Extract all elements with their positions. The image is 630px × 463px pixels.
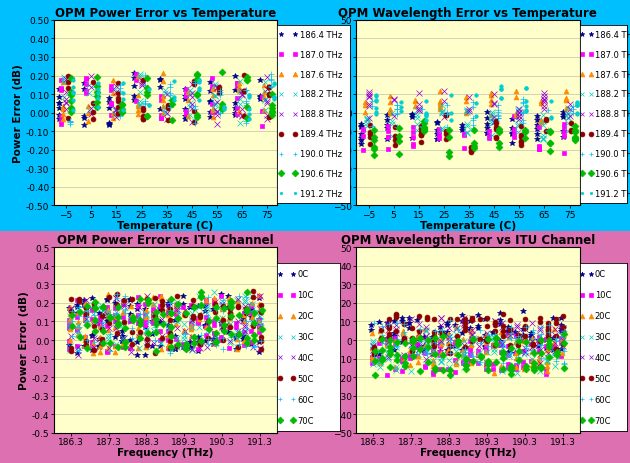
Text: 188.8 THz: 188.8 THz [595,110,630,119]
Text: 20C: 20C [297,312,314,320]
X-axis label: Temperature (C): Temperature (C) [117,220,214,231]
Text: 187.6 THz: 187.6 THz [301,70,343,80]
Text: 60C: 60C [595,395,611,404]
Text: 60C: 60C [297,395,314,404]
Text: 187.0 THz: 187.0 THz [301,50,343,60]
Text: 188.8 THz: 188.8 THz [301,110,343,119]
Text: 187.0 THz: 187.0 THz [595,50,630,60]
Text: 30C: 30C [297,332,314,341]
Text: 189.4 THz: 189.4 THz [301,130,343,139]
Text: 188.2 THz: 188.2 THz [595,90,630,99]
Text: 70C: 70C [297,416,314,425]
X-axis label: Temperature (C): Temperature (C) [420,220,516,231]
X-axis label: Frequency (THz): Frequency (THz) [117,447,214,457]
Text: 40C: 40C [595,353,611,362]
Title: OPM Power Error vs Temperature: OPM Power Error vs Temperature [55,6,276,19]
Text: 190.6 THz: 190.6 THz [595,169,630,179]
Text: 191.2 THz: 191.2 THz [595,189,630,198]
Text: 50C: 50C [595,374,611,383]
Text: 189.4 THz: 189.4 THz [595,130,630,139]
Text: 190.0 THz: 190.0 THz [595,150,630,159]
Text: 20C: 20C [595,312,611,320]
Y-axis label: Wavelength Error (pm): Wavelength Error (pm) [320,273,330,407]
Text: 186.4 THz: 186.4 THz [301,31,343,40]
Text: 30C: 30C [595,332,611,341]
Y-axis label: Power Error (dB): Power Error (dB) [19,291,29,389]
Title: OPM Wavelength Error vs ITU Channel: OPM Wavelength Error vs ITU Channel [341,233,595,246]
Text: 10C: 10C [595,291,611,300]
Y-axis label: Wavelength Error (pm): Wavelength Error (pm) [320,46,330,181]
Text: 188.2 THz: 188.2 THz [301,90,343,99]
Text: 70C: 70C [595,416,611,425]
Y-axis label: Power Error (dB): Power Error (dB) [13,64,23,163]
Title: OPM Wavelength Error vs Temperature: OPM Wavelength Error vs Temperature [338,6,597,19]
Text: 190.6 THz: 190.6 THz [301,169,343,179]
Text: 190.0 THz: 190.0 THz [301,150,342,159]
Title: OPM Power Error vs ITU Channel: OPM Power Error vs ITU Channel [57,233,273,246]
Text: 191.2 THz: 191.2 THz [301,189,342,198]
Text: 10C: 10C [297,291,314,300]
Text: 0C: 0C [595,270,606,279]
Text: 50C: 50C [297,374,314,383]
Text: 40C: 40C [297,353,314,362]
X-axis label: Frequency (THz): Frequency (THz) [420,447,516,457]
Text: 0C: 0C [297,270,309,279]
Text: 187.6 THz: 187.6 THz [595,70,630,80]
Text: 186.4 THz: 186.4 THz [595,31,630,40]
